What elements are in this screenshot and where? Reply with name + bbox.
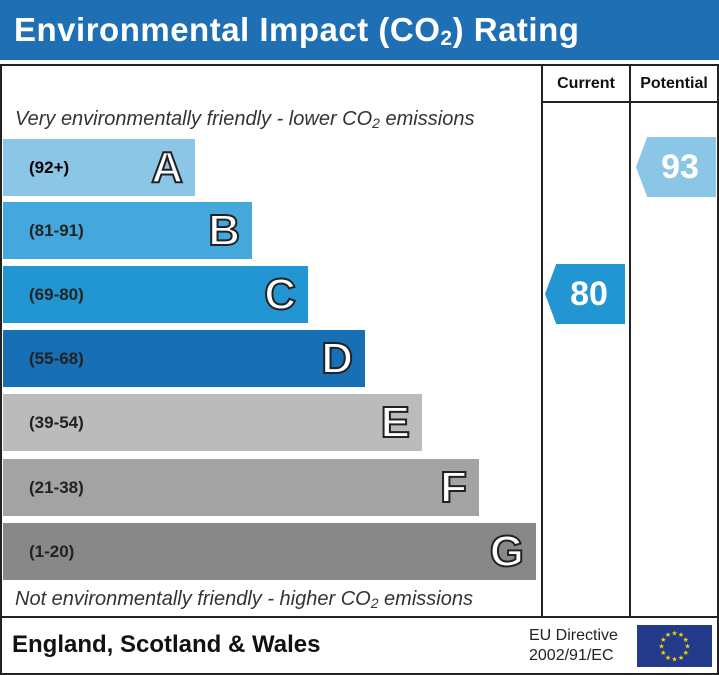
band-letter: A [150, 142, 184, 193]
band-range: (92+) [29, 158, 70, 177]
band-d: (55-68) D [3, 330, 365, 387]
band-letter: C [263, 269, 297, 320]
band-f: (21-38) F [3, 459, 479, 516]
band-letter: G [489, 526, 525, 577]
band-range: (39-54) [29, 413, 84, 432]
star-icon: ★ [671, 656, 677, 664]
star-icon: ★ [660, 649, 666, 657]
star-icon: ★ [658, 643, 664, 651]
eu-flag-icon: ★★★★★★★★★ ★ ★★ [637, 625, 712, 667]
star-icon: ★ [678, 654, 684, 662]
band-g: (1-20) G [3, 523, 536, 580]
directive-line2: 2002/91/EC [529, 647, 614, 664]
potential-header: Potential [640, 75, 708, 92]
band-a: (92+) A [3, 139, 195, 196]
star-icon: ★ [660, 636, 666, 644]
star-icon: ★ [684, 643, 690, 651]
star-icon: ★ [683, 636, 689, 644]
region-label: England, Scotland & Wales [12, 631, 321, 658]
band-range: (21-38) [29, 478, 84, 497]
directive-line1: EU Directive [529, 627, 618, 644]
star-icon: ★ [683, 649, 689, 657]
current-rating-arrow: 80 [545, 264, 625, 324]
band-c: (69-80) C [3, 266, 308, 323]
potential-rating-arrow: 93 [636, 137, 716, 197]
eu-directive: EU Directive 2002/91/EC [529, 626, 618, 666]
chart-title: Environmental Impact (CO2) Rating [0, 0, 719, 60]
band-b: (81-91) B [3, 202, 252, 259]
band-letter: F [439, 462, 468, 513]
band-letter: D [320, 333, 354, 384]
star-icon: ★ [678, 631, 684, 639]
band-e: (39-54) E [3, 394, 422, 451]
star-icon: ★ [671, 630, 677, 638]
star-icon: ★ [665, 654, 671, 662]
current-header: Current [557, 75, 615, 92]
band-letter: E [380, 397, 411, 448]
band-range: (69-80) [29, 285, 84, 304]
top-note: Very environmentally friendly - lower CO… [15, 108, 475, 131]
band-range: (1-20) [29, 542, 75, 561]
star-icon: ★ [665, 631, 671, 639]
band-range: (81-91) [29, 221, 84, 240]
band-range: (55-68) [29, 349, 84, 368]
bottom-note: Not environmentally friendly - higher CO… [15, 588, 473, 611]
band-letter: B [207, 205, 241, 256]
